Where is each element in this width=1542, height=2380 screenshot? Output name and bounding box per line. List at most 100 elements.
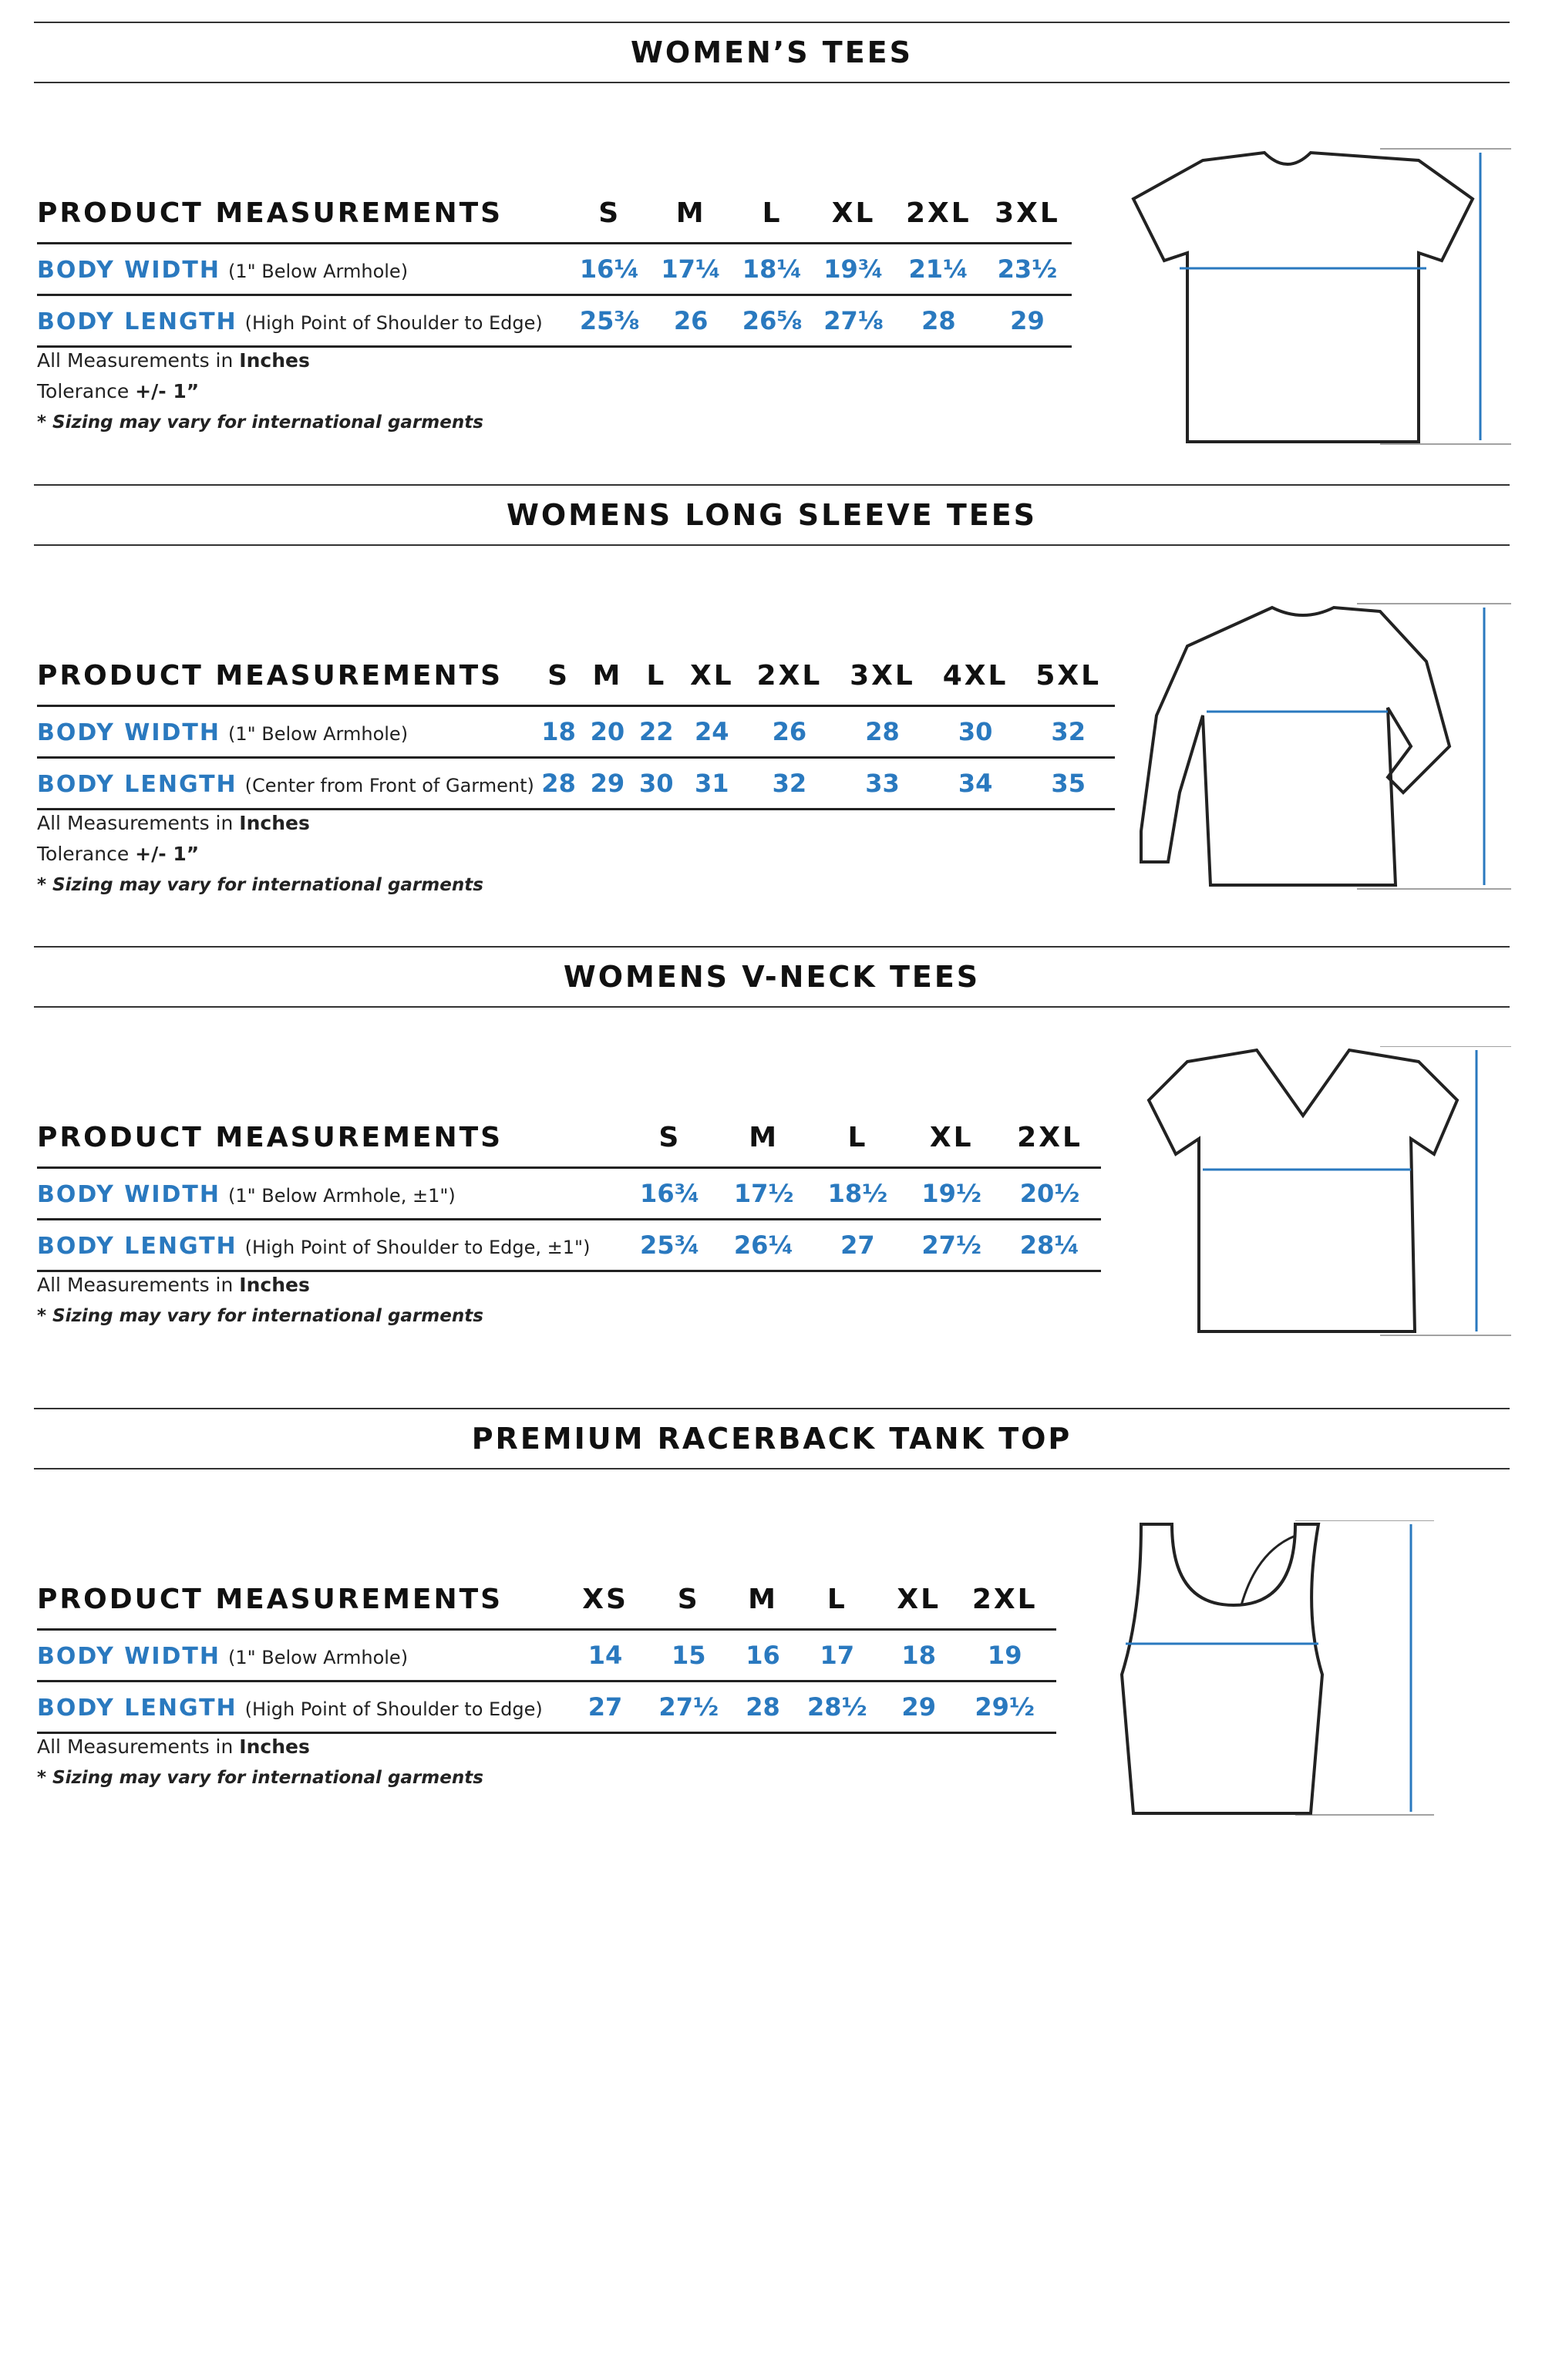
- size-header: M: [736, 1570, 790, 1631]
- measurement-value: 27½: [641, 1681, 736, 1734]
- measurement-table: PRODUCT MEASUREMENTS XS S M L XL 2XL BODY WIDTH…: [37, 1570, 1056, 1734]
- disclaimer: * Sizing may vary for international garm…: [37, 1306, 483, 1326]
- units-note: All Measurements in Inches: [37, 1270, 483, 1301]
- measurement-value: 32: [1022, 705, 1115, 759]
- measurement-value: 28: [736, 1681, 790, 1734]
- long-sleeve-icon: [1126, 600, 1527, 911]
- units-prefix: All Measurements in: [37, 812, 234, 834]
- units: Inches: [239, 812, 310, 834]
- tolerance-prefix: Tolerance: [37, 843, 130, 865]
- units: Inches: [239, 1735, 310, 1758]
- measurement-value: 26: [742, 705, 837, 759]
- size-header: 5XL: [1022, 646, 1115, 707]
- row-label-cell: BODY LENGTH (Center from Front of Garment…: [37, 757, 534, 810]
- measurement-value: 17¼: [650, 243, 732, 296]
- section-title: WOMENS V-NECK TEES: [563, 960, 981, 994]
- units: Inches: [239, 349, 310, 372]
- table-row: BODY WIDTH (1" Below Armhole, ±1") 16¾ 17½ 1…: [37, 1167, 1101, 1220]
- size-header: 3XL: [836, 646, 929, 707]
- size-section: WOMEN’S TEES PRODUCT MEASUREMENTS S M L XL 2X…: [0, 22, 1542, 484]
- vneck-icon: [1126, 1045, 1527, 1358]
- measurement-value: 16¼: [569, 243, 651, 296]
- divider: [34, 1006, 1510, 1008]
- divider: [34, 1408, 1510, 1409]
- units-prefix: All Measurements in: [37, 1735, 234, 1758]
- size-header: L: [790, 1570, 885, 1631]
- measurement-value: 28: [836, 705, 929, 759]
- size-header: L: [810, 1108, 905, 1169]
- divider: [34, 946, 1510, 948]
- measurement-value: 15: [641, 1629, 736, 1682]
- measurement-value: 31: [680, 757, 743, 810]
- row-label-cell: BODY WIDTH (1" Below Armhole): [37, 705, 534, 759]
- measurement-value: 14: [569, 1629, 642, 1682]
- measurement-value: 20½: [998, 1167, 1101, 1220]
- row-note: (Center from Front of Garment): [244, 775, 534, 796]
- size-header: S: [569, 183, 651, 244]
- measurement-value: 18¼: [731, 243, 813, 296]
- size-header: L: [731, 183, 813, 244]
- measurement-value: 23½: [982, 243, 1072, 296]
- units-note: All Measurements in Inches: [37, 808, 483, 839]
- measurement-value: 20: [583, 705, 632, 759]
- row-note: (1" Below Armhole): [227, 723, 409, 745]
- row-note: (High Point of Shoulder to Edge): [244, 1698, 543, 1720]
- size-header: 2XL: [742, 646, 837, 707]
- table-header-row: PRODUCT MEASUREMENTS S M L XL 2XL: [37, 1108, 1101, 1169]
- divider: [34, 484, 1510, 486]
- measurement-value: 27½: [904, 1219, 999, 1272]
- units-note: All Measurements in Inches: [37, 1732, 483, 1762]
- table-row: BODY LENGTH (Center from Front of Garment…: [37, 757, 1115, 810]
- measurement-value: 16: [736, 1629, 790, 1682]
- size-header: 2XL: [894, 183, 983, 244]
- size-header: 4XL: [928, 646, 1022, 707]
- size-header: 2XL: [998, 1108, 1101, 1169]
- tolerance-prefix: Tolerance: [37, 380, 130, 402]
- tolerance-value: +/- 1”: [135, 843, 200, 865]
- measurement-value: 29½: [953, 1681, 1056, 1734]
- measurement-value: 19: [953, 1629, 1056, 1682]
- disclaimer: * Sizing may vary for international garm…: [37, 1768, 483, 1788]
- size-header: 3XL: [982, 183, 1072, 244]
- measurement-value: 29: [583, 757, 632, 810]
- size-header: M: [650, 183, 732, 244]
- size-header: XL: [680, 646, 743, 707]
- table-row: BODY LENGTH (High Point of Shoulder to Ed…: [37, 1219, 1101, 1272]
- table-row: BODY WIDTH (1" Below Armhole) 16¼ 17¼ 18¼ 19¾…: [37, 243, 1072, 296]
- measurement-value: 21¼: [894, 243, 983, 296]
- size-header: XL: [904, 1108, 999, 1169]
- table-row: BODY WIDTH (1" Below Armhole) 18 20 22 24 26 28…: [37, 705, 1115, 759]
- size-section: WOMENS LONG SLEEVE TEES PRODUCT MEASUREM…: [0, 484, 1542, 947]
- row-label: BODY WIDTH: [37, 1181, 221, 1208]
- table-row: BODY LENGTH (High Point of Shoulder to Ed…: [37, 1681, 1056, 1734]
- header-label: PRODUCT MEASUREMENTS: [37, 1108, 623, 1169]
- measurement-value: 25¾: [623, 1219, 717, 1272]
- table-row: BODY LENGTH (High Point of Shoulder to Ed…: [37, 295, 1072, 348]
- size-section: PREMIUM RACERBACK TANK TOP PRODUCT MEASU…: [0, 1408, 1542, 1870]
- row-label: BODY LENGTH: [37, 1233, 237, 1260]
- row-label: BODY WIDTH: [37, 719, 221, 746]
- row-label: BODY WIDTH: [37, 257, 221, 284]
- header-label: PRODUCT MEASUREMENTS: [37, 646, 534, 707]
- disclaimer: * Sizing may vary for international garm…: [37, 875, 483, 895]
- tank-top-icon: [1110, 1520, 1511, 1832]
- units-prefix: All Measurements in: [37, 1274, 234, 1296]
- measurement-value: 26¼: [716, 1219, 811, 1272]
- measurement-value: 30: [928, 705, 1022, 759]
- row-label: BODY LENGTH: [37, 1695, 237, 1722]
- row-note: (High Point of Shoulder to Edge): [244, 312, 543, 334]
- measurement-value: 29: [982, 295, 1072, 348]
- measurement-table: PRODUCT MEASUREMENTS S M L XL 2XL 3XL BODY WIDT…: [37, 183, 1072, 348]
- measurement-value: 35: [1022, 757, 1115, 810]
- tshirt-icon: [1110, 145, 1511, 456]
- row-label-cell: BODY LENGTH (High Point of Shoulder to Ed…: [37, 1219, 623, 1272]
- measurement-value: 28: [894, 295, 983, 348]
- measurement-value: 34: [928, 757, 1022, 810]
- measurement-value: 27: [810, 1219, 905, 1272]
- size-header: L: [631, 646, 681, 707]
- divider: [34, 22, 1510, 23]
- measurement-value: 26⅝: [731, 295, 813, 348]
- row-label-cell: BODY WIDTH (1" Below Armhole, ±1"): [37, 1167, 623, 1220]
- table-header-row: PRODUCT MEASUREMENTS S M L XL 2XL 3XL 4XL 5XL: [37, 646, 1115, 707]
- size-header: S: [623, 1108, 717, 1169]
